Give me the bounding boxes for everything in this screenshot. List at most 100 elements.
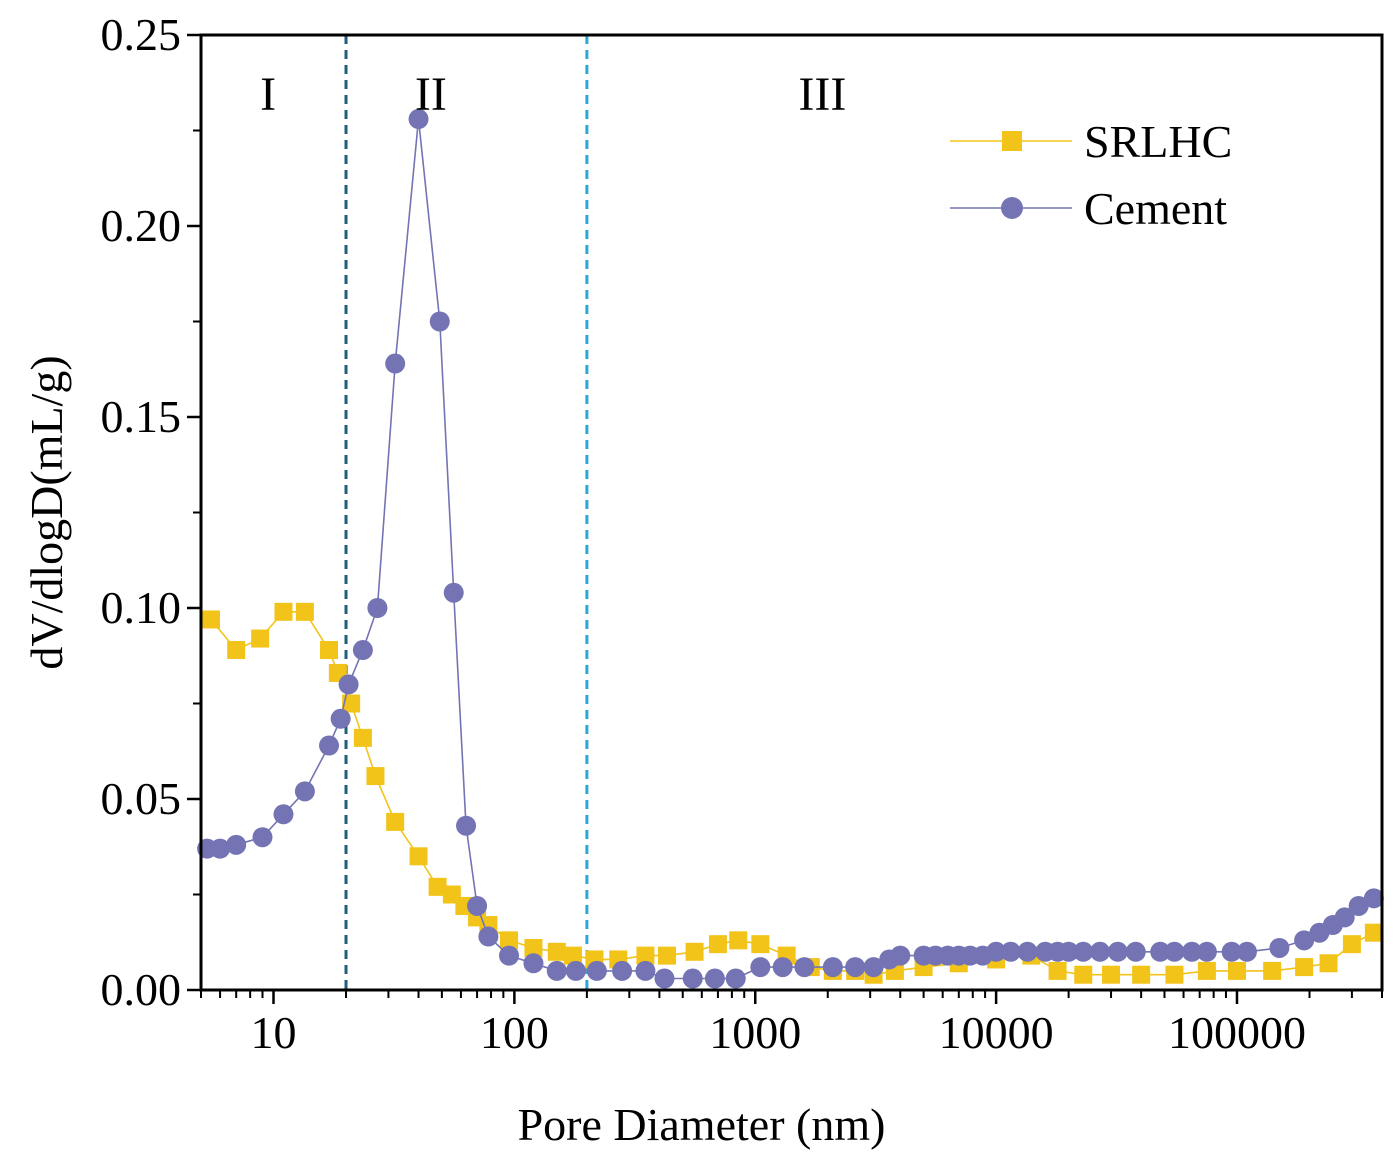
- data-point: [1227, 961, 1246, 980]
- series-cement: [197, 109, 1384, 989]
- region-label: II: [415, 68, 447, 121]
- region-dividers: [344, 35, 589, 990]
- data-point: [338, 674, 359, 695]
- legend: SRLHC Cement: [950, 116, 1232, 234]
- data-point: [1364, 923, 1383, 942]
- x-axis-title: Pore Diameter (nm): [518, 1099, 886, 1150]
- data-point: [500, 931, 519, 950]
- data-point: [1196, 941, 1217, 962]
- data-point: [201, 610, 220, 629]
- data-point: [385, 353, 406, 374]
- x-tick-label: 1000: [709, 1007, 801, 1058]
- data-point: [1263, 961, 1282, 980]
- data-point: [772, 957, 793, 978]
- data-point: [750, 957, 771, 978]
- legend-label: SRLHC: [1084, 116, 1232, 167]
- region-label: III: [798, 68, 846, 121]
- legend-item-srlhc: SRLHC: [950, 116, 1232, 167]
- data-point: [845, 957, 866, 978]
- data-point: [563, 946, 582, 965]
- data-point: [729, 931, 748, 950]
- data-point: [342, 694, 361, 713]
- y-tick-label: 0.05: [101, 773, 182, 824]
- data-point: [227, 641, 246, 660]
- data-point: [210, 838, 231, 859]
- data-point: [1342, 935, 1361, 954]
- data-point: [1295, 958, 1314, 977]
- data-point: [547, 942, 566, 961]
- data-point: [1181, 941, 1202, 962]
- data-point: [1164, 941, 1185, 962]
- plot-frame: [199, 33, 1384, 992]
- data-point: [274, 602, 293, 621]
- y-tick-label: 0.20: [101, 200, 182, 251]
- data-point: [986, 941, 1007, 962]
- data-point: [524, 938, 543, 957]
- data-point: [1132, 965, 1151, 984]
- y-tick-label: 0.15: [101, 391, 182, 442]
- x-tick-label: 10: [251, 1007, 297, 1058]
- legend-item-cement: Cement: [950, 183, 1227, 234]
- data-point: [1074, 965, 1093, 984]
- data-point: [320, 641, 339, 660]
- data-point: [1107, 941, 1128, 962]
- data-point: [863, 957, 884, 978]
- data-point: [319, 735, 340, 756]
- data-point: [1058, 941, 1079, 962]
- series-srlhc: [201, 602, 1383, 984]
- data-point: [408, 109, 429, 130]
- data-point: [546, 960, 567, 981]
- legend-marker: [1001, 197, 1023, 219]
- region-label: I: [260, 68, 276, 121]
- data-point: [409, 847, 428, 866]
- data-point: [523, 953, 544, 974]
- data-point: [1073, 941, 1094, 962]
- data-point: [443, 582, 464, 603]
- data-point: [1221, 941, 1242, 962]
- data-point: [685, 942, 704, 961]
- data-point: [226, 834, 247, 855]
- data-point: [1348, 895, 1369, 916]
- data-point: [1125, 941, 1146, 962]
- y-tick-label: 0.10: [101, 582, 182, 633]
- x-tick-label: 100000: [1168, 1007, 1306, 1058]
- data-point: [890, 945, 911, 966]
- data-point: [1090, 941, 1111, 962]
- data-point: [499, 945, 520, 966]
- legend-label: Cement: [1084, 183, 1227, 234]
- data-point: [822, 957, 843, 978]
- data-point: [794, 957, 815, 978]
- data-point: [751, 935, 770, 954]
- data-point: [1000, 941, 1021, 962]
- data-point: [1334, 907, 1355, 928]
- data-point: [352, 640, 373, 661]
- data-point: [708, 935, 727, 954]
- data-point: [654, 968, 675, 989]
- data-point: [1102, 965, 1121, 984]
- data-point: [704, 968, 725, 989]
- data-point: [295, 602, 314, 621]
- data-point: [478, 926, 499, 947]
- data-point: [456, 815, 477, 836]
- data-point: [682, 968, 703, 989]
- data-point: [586, 960, 607, 981]
- data-point: [273, 804, 294, 825]
- data-point: [636, 946, 655, 965]
- data-point: [1197, 961, 1216, 980]
- data-point: [635, 960, 656, 981]
- data-point: [353, 728, 372, 747]
- data-point: [252, 827, 273, 848]
- data-point: [366, 767, 385, 786]
- data-point: [657, 946, 676, 965]
- data-point: [294, 781, 315, 802]
- data-point: [1294, 930, 1315, 951]
- legend-marker: [1002, 131, 1022, 151]
- data-point: [1319, 954, 1338, 973]
- data-point: [386, 812, 405, 831]
- region-labels: I II III: [260, 68, 846, 121]
- data-point: [467, 895, 488, 916]
- data-point: [1150, 941, 1171, 962]
- x-tick-label: 10000: [939, 1007, 1054, 1058]
- data-point: [251, 629, 270, 648]
